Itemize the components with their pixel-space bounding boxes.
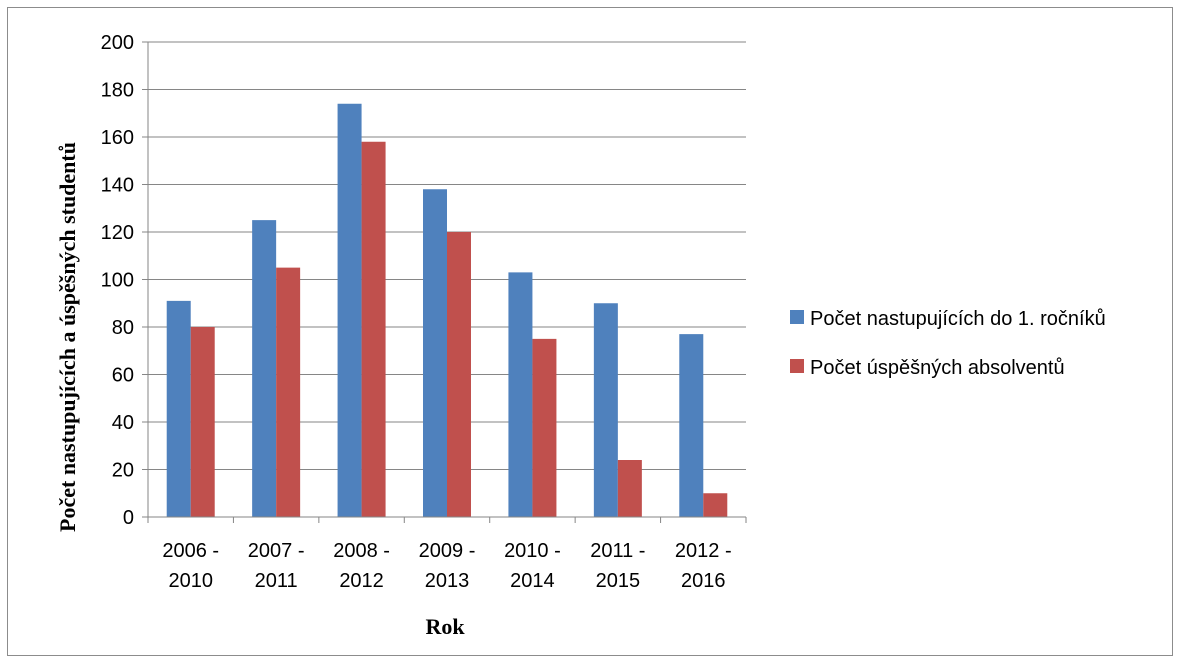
- bar: [361, 141, 386, 517]
- x-tick-label: 2011: [255, 570, 298, 592]
- y-tick-label: 20: [112, 460, 134, 482]
- bar: [276, 267, 301, 517]
- bar: [252, 220, 277, 517]
- bar: [679, 334, 704, 517]
- bar: [532, 338, 557, 517]
- y-tick-label: 40: [112, 412, 134, 434]
- x-tick-label: 2007 -: [248, 540, 305, 562]
- legend-label: Počet úspěšných absolventů: [810, 357, 1065, 379]
- x-tick-label: 2008 -: [333, 540, 390, 562]
- y-tick-label: 180: [101, 80, 134, 102]
- legend: Počet nastupujících do 1. ročníků Počet ú…: [790, 308, 1106, 379]
- x-tick-label: 2010: [168, 570, 213, 592]
- y-tick-label: 140: [101, 175, 134, 197]
- legend-label: Počet nastupujících do 1. ročníků: [810, 308, 1106, 330]
- y-tick-labels: 0 20 40 60 80 100 120 140 160 180 200: [101, 32, 134, 529]
- x-tick-label: 2015: [596, 570, 641, 592]
- bar: [423, 189, 447, 517]
- x-tick-label: 2016: [681, 570, 726, 592]
- x-tick-labels: 2006 - 2010 2007 - 2011 2008 - 2012 2009 - 2013…: [162, 540, 731, 592]
- x-tick-label: 2006 -: [162, 540, 219, 562]
- x-tick-label: 2011 -: [590, 540, 645, 562]
- y-tick-label: 200: [101, 32, 134, 54]
- y-tick-label: 100: [101, 270, 134, 292]
- bar: [190, 327, 215, 517]
- y-axis-title: Počet nastupujících a úspěšných studentů: [55, 142, 80, 532]
- legend-swatch: [790, 359, 804, 373]
- bar: [447, 232, 471, 517]
- bar: [166, 300, 191, 517]
- legend-swatch: [790, 310, 804, 324]
- x-axis-title: Rok: [425, 614, 465, 639]
- y-tick-label: 160: [101, 127, 134, 149]
- y-tick-label: 120: [101, 222, 134, 244]
- x-tick-label: 2012: [339, 570, 384, 592]
- y-tick-label: 60: [112, 365, 134, 387]
- axes: [147, 42, 746, 518]
- x-tick-label: 2009 -: [419, 540, 476, 562]
- x-tick-label: 2014: [510, 570, 555, 592]
- bar: [703, 493, 728, 517]
- bar: [617, 460, 642, 517]
- y-tick-label: 0: [123, 507, 134, 529]
- bars: [166, 103, 728, 517]
- bar: [593, 303, 618, 517]
- bar: [337, 103, 362, 517]
- x-tick-label: 2012 -: [675, 540, 732, 562]
- x-tick-label: 2010 -: [504, 540, 561, 562]
- x-tick-label: 2013: [425, 570, 470, 592]
- bar: [508, 272, 533, 517]
- y-tick-label: 80: [112, 317, 134, 339]
